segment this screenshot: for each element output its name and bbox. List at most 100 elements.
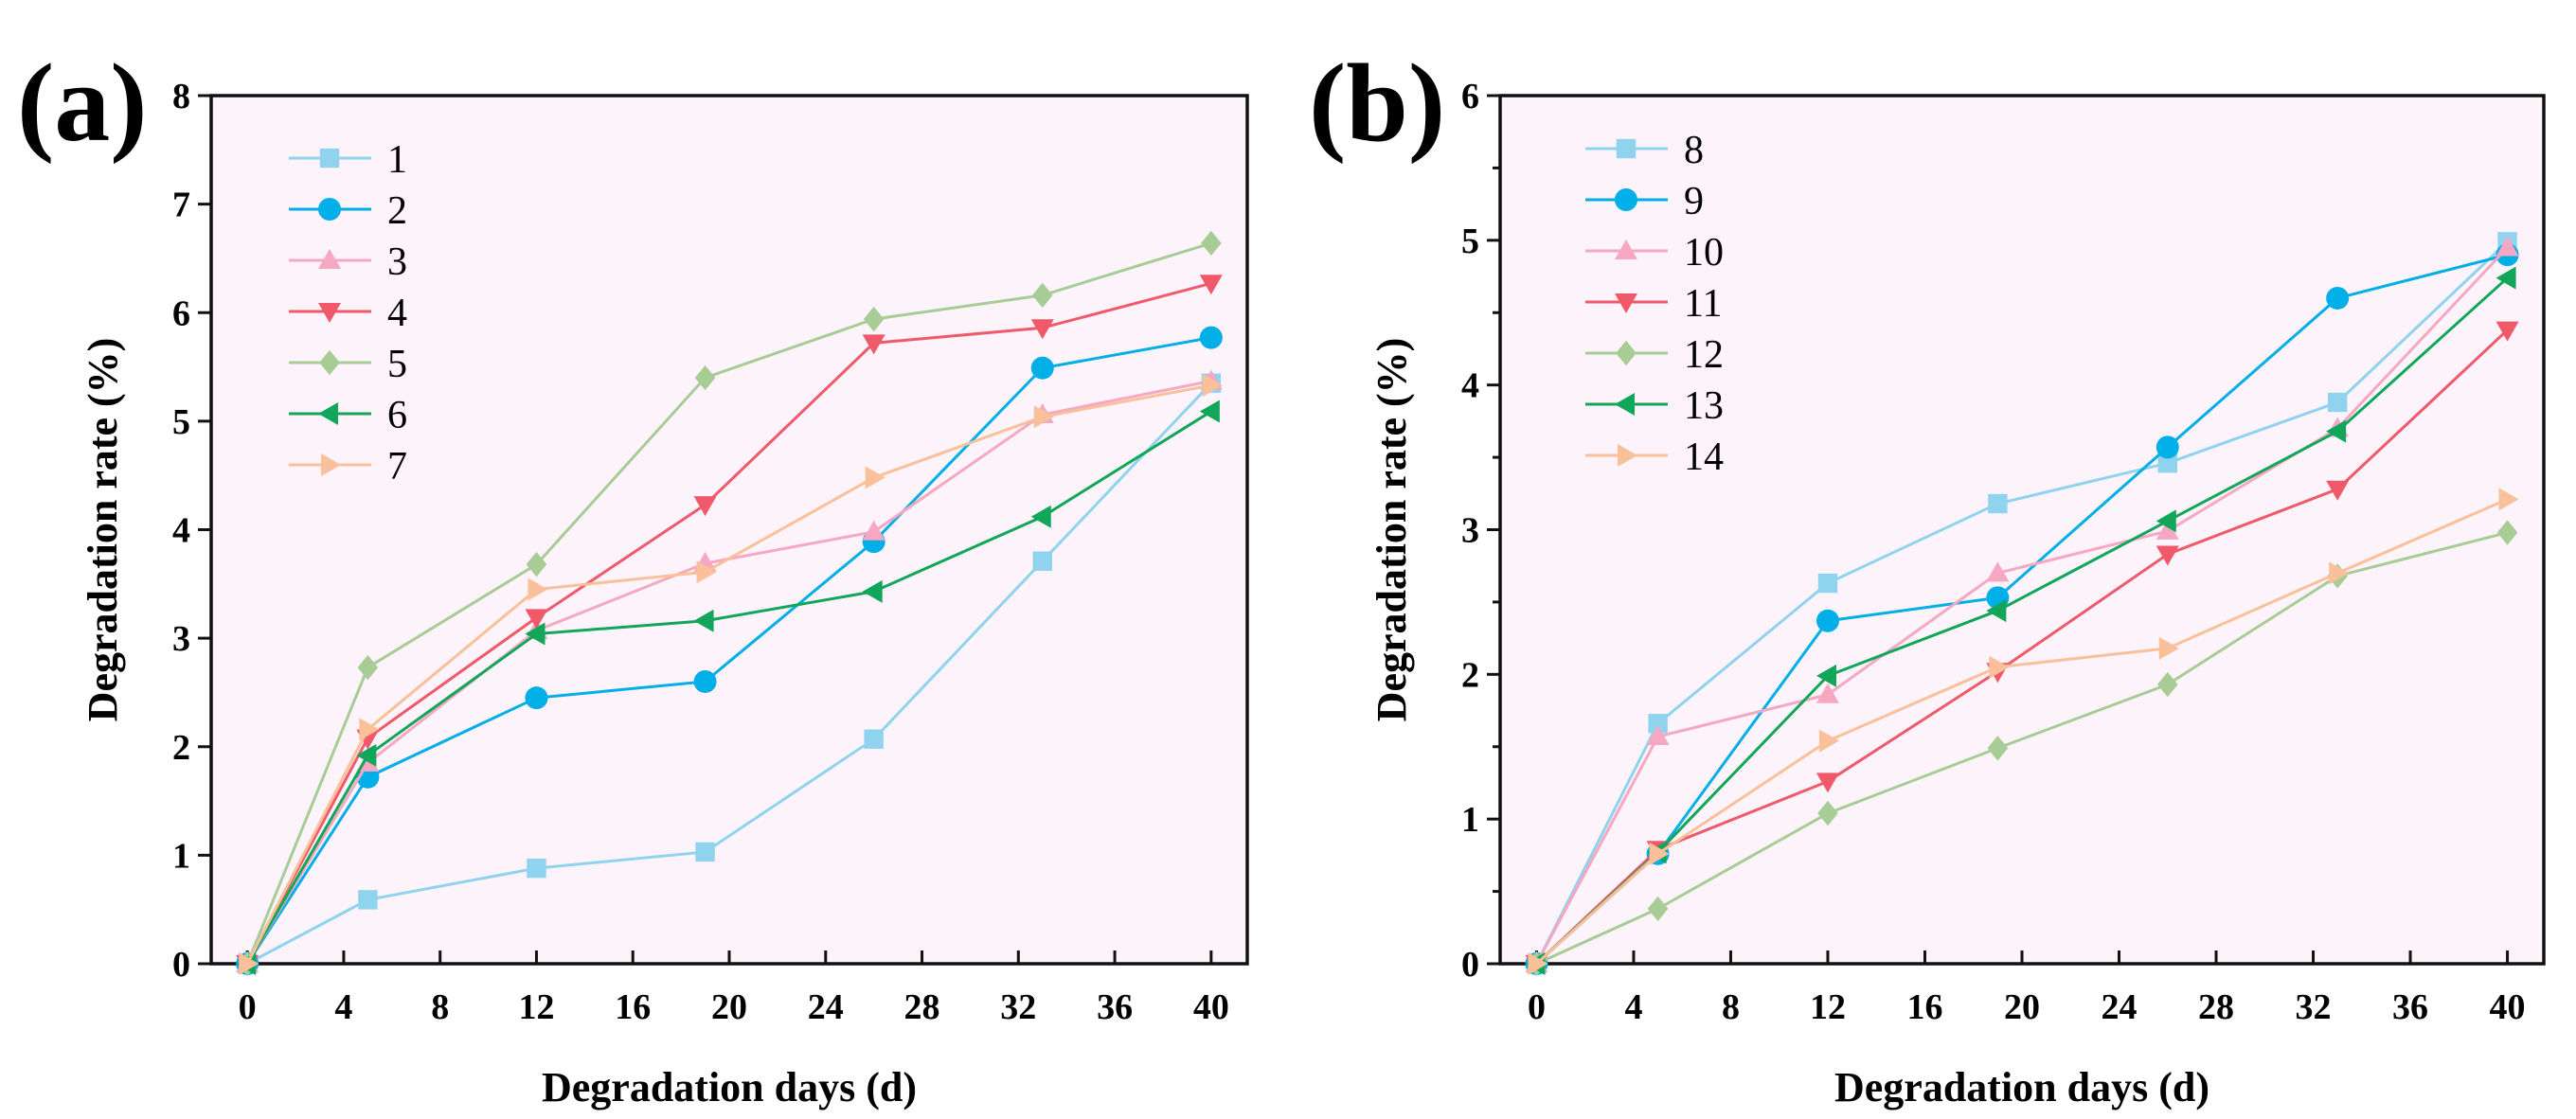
data-point [1646,725,1670,746]
legend-item: 6 [289,394,407,437]
y-tick-label: 8 [172,77,190,116]
panel-label: (b) [1309,41,1445,165]
chart-panel-b: (b)0 4 8 12 16 20 24 28 32 36 400123456Degradation… [1309,41,2546,1110]
legend-label: 3 [387,240,407,284]
legend-label: 2 [387,189,407,233]
data-point [239,952,259,975]
legend-marker [1616,340,1637,366]
legend-marker [1615,393,1635,416]
y-axis-title: Degradation rate (%) [1368,338,1415,722]
data-point [1649,842,1670,865]
x-tick-label: 8 [1722,987,1740,1027]
x-tick-label: 16 [1906,987,1942,1027]
data-point [2498,488,2519,511]
data-point [862,334,886,355]
y-tick-label: 2 [1461,655,1479,695]
x-tick-label: 36 [2392,987,2428,1027]
x-tick-label: 28 [2198,987,2234,1027]
x-tick-label: 32 [1000,987,1036,1027]
y-tick-label: 5 [172,402,190,442]
data-point [358,890,378,910]
x-tick-label: 40 [2490,987,2526,1027]
legend-marker [1615,188,1637,211]
data-point [2326,480,2350,501]
legend-item: 8 [1585,129,1704,172]
x-tick-label: 28 [904,987,940,1027]
data-point [1031,282,1053,309]
data-point [525,622,546,646]
x-tick-label: 24 [2102,987,2138,1027]
data-point [1986,561,2010,582]
y-tick-label: 7 [172,186,190,225]
legend-label: 12 [1684,333,1724,377]
y-tick-label: 1 [172,836,190,876]
y-tick-label: 3 [172,619,190,659]
y-tick-label: 4 [172,511,190,551]
data-point [2156,435,2179,459]
legend-label: 7 [387,445,407,488]
data-point [525,609,548,630]
x-tick-label: 16 [615,987,651,1027]
legend-label: 9 [1684,180,1704,223]
data-point [1648,714,1668,734]
x-tick-label: 12 [1810,987,1846,1027]
data-point [862,579,883,603]
legend-item: 12 [1585,333,1724,377]
data-point [1817,573,1838,594]
y-tick-label: 5 [1461,222,1479,261]
data-point [1816,664,1836,687]
legend-label: 6 [387,394,407,437]
data-point [2496,520,2518,545]
data-point [1816,773,1839,793]
legend-marker [318,303,341,323]
data-point [2326,419,2347,443]
plot-frame [1498,94,2546,966]
y-tick-label: 2 [172,728,190,768]
x-tick-label: 0 [1528,987,1546,1027]
legend-item: 14 [1585,435,1724,479]
legend-item: 4 [289,292,407,335]
legend-marker [319,349,340,376]
legend-marker [318,198,341,221]
data-point [528,577,548,601]
series-14 [1528,488,2519,975]
data-point [2327,392,2348,413]
data-point [694,364,716,391]
x-tick-label: 20 [711,987,747,1027]
y-tick-label: 0 [172,945,190,985]
data-point [1647,896,1669,922]
data-point [1201,230,1222,257]
data-point [1986,599,2007,623]
data-point [359,718,380,741]
data-point [1199,275,1223,295]
data-point [1817,800,1838,826]
plot-frame [209,94,1249,966]
legend-item: 2 [289,189,407,233]
data-point [2156,545,2179,566]
data-point [1987,736,2009,761]
data-point [862,520,886,541]
data-point [357,654,379,681]
legend-marker [1615,240,1637,259]
data-point [1988,493,2008,514]
legend-item: 7 [289,445,407,488]
data-point [2156,509,2176,533]
y-tick-label: 4 [1461,366,1479,406]
x-tick-label: 36 [1097,987,1133,1027]
data-point [1818,729,1839,753]
legend-marker [318,402,338,425]
x-tick-label: 4 [334,987,352,1027]
legend-label: 13 [1684,384,1724,428]
data-point [356,743,377,767]
x-tick-label: 12 [518,987,554,1027]
data-point [1199,326,1223,349]
y-tick-label: 3 [1461,511,1479,551]
data-point [1202,374,1223,398]
legend-label: 5 [387,343,407,386]
x-axis-title: Degradation days (d) [542,1064,917,1110]
legend-item: 13 [1585,384,1724,428]
legend: 8 9 10 11 12 13 14 [1585,129,1724,479]
legend-item: 1 [289,138,407,182]
legend-label: 4 [387,292,407,335]
